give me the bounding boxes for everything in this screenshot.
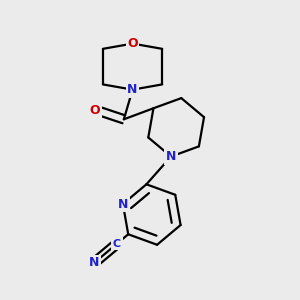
Text: O: O — [127, 37, 138, 50]
Text: O: O — [90, 104, 100, 117]
Text: N: N — [166, 150, 176, 163]
Text: C: C — [113, 239, 121, 249]
Text: N: N — [89, 256, 99, 269]
Text: N: N — [118, 197, 128, 211]
Text: N: N — [128, 83, 138, 96]
